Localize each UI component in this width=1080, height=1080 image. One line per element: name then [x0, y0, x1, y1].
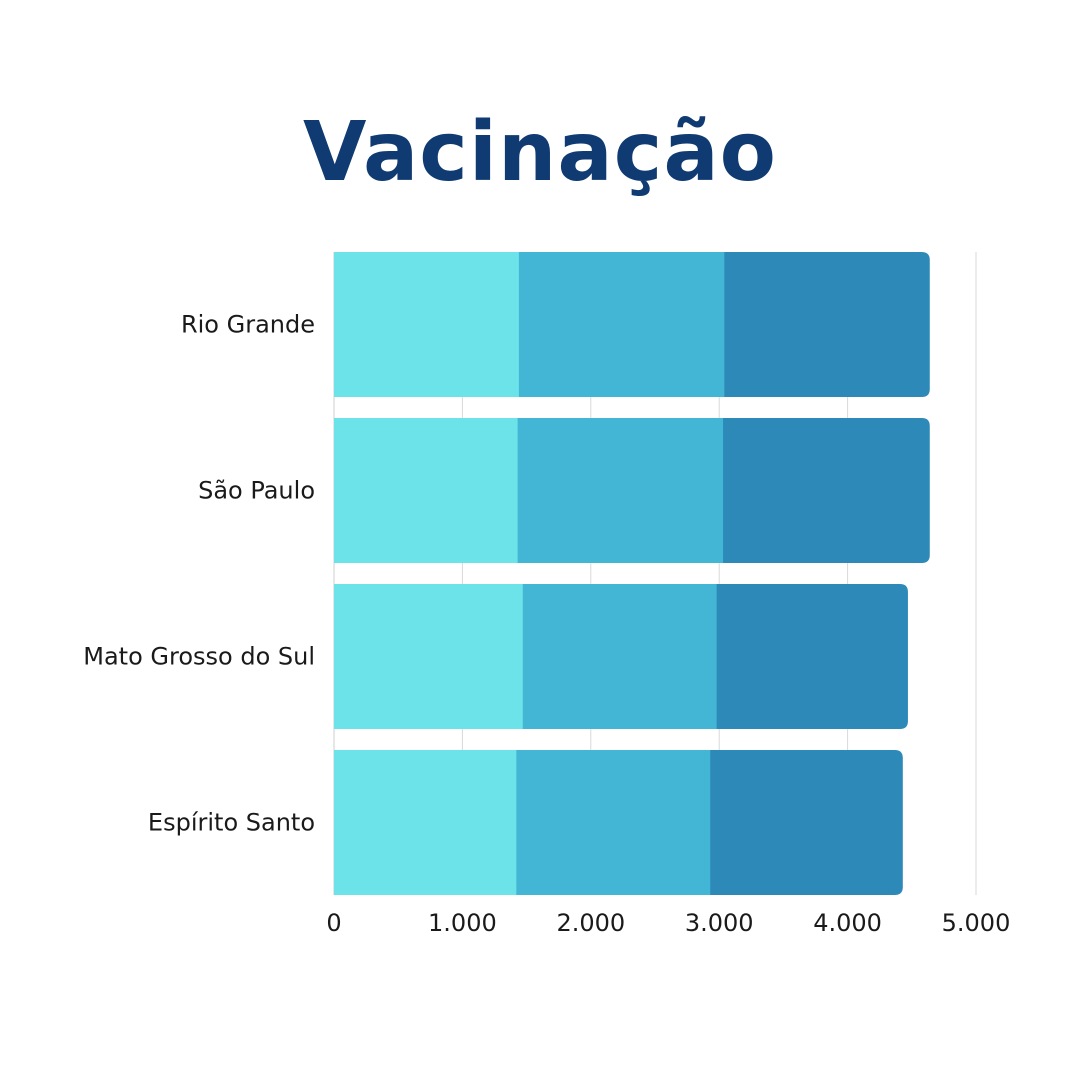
x-tick-label: 4.000 — [813, 909, 882, 937]
bar-segment — [710, 750, 903, 895]
x-tick-label: 5.000 — [942, 909, 1011, 937]
bar-segment — [516, 750, 711, 895]
category-label: Mato Grosso do Sul — [83, 643, 315, 671]
bar-segment — [334, 418, 519, 563]
x-tick-label: 0 — [326, 909, 341, 937]
x-tick-label: 3.000 — [685, 909, 754, 937]
bar-segment — [522, 584, 718, 729]
bar-segment — [334, 750, 517, 895]
bar-segment — [517, 418, 724, 563]
bar-segment — [334, 584, 524, 729]
category-label: São Paulo — [198, 477, 315, 505]
category-label: Rio Grande — [181, 311, 315, 339]
x-tick-label: 1.000 — [428, 909, 497, 937]
chart-title: Vacinação — [302, 105, 777, 200]
bar-segment — [518, 252, 725, 397]
bar-segment — [724, 252, 930, 397]
bar-segment — [334, 252, 520, 397]
bar-segment — [723, 418, 930, 563]
bar-segment — [716, 584, 908, 729]
category-labels: Rio Grande São Paulo Mato Grosso do Sul Esp… — [83, 311, 315, 837]
x-tick-labels: 0 1.000 2.000 3.000 4.000 5.000 — [326, 909, 1010, 937]
bars — [334, 252, 930, 895]
x-tick-label: 2.000 — [556, 909, 625, 937]
category-label: Espírito Santo — [148, 809, 315, 837]
